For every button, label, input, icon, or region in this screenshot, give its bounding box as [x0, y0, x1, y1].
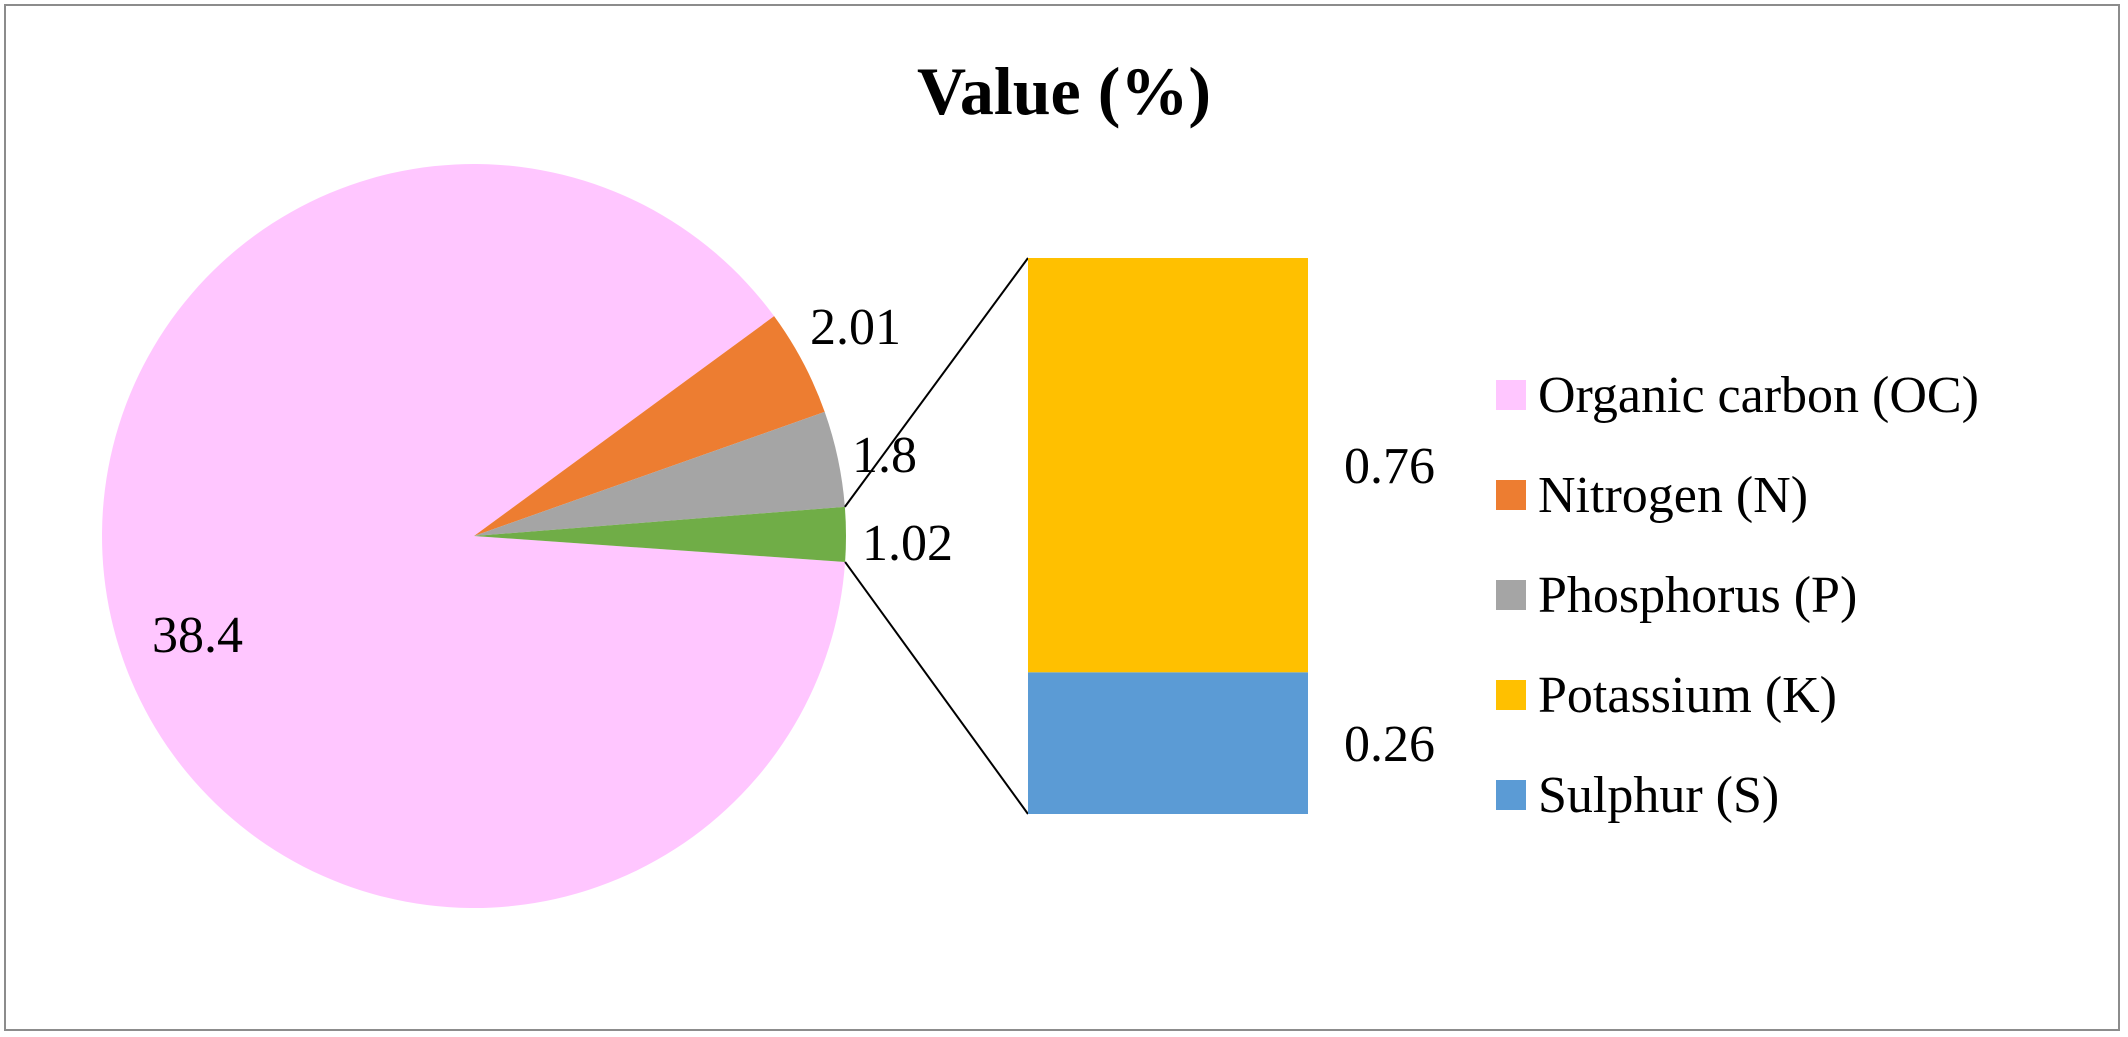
- legend-swatch-nitrogen: [1496, 480, 1526, 510]
- connector-line-top: [844, 257, 1029, 508]
- chart-title: Value (%): [916, 53, 1212, 129]
- legend-label-sulphur: Sulphur (S): [1538, 766, 1780, 824]
- pie-slice-other: [474, 506, 846, 562]
- legend-swatch-sulphur: [1496, 780, 1526, 810]
- legend-label-phosphorus: Phosphorus (P): [1538, 566, 1858, 624]
- legend-item-nitrogen: Nitrogen (N): [1496, 445, 1979, 545]
- stacked-bar: [1028, 258, 1308, 814]
- bar-label-potassium: 0.76: [1344, 438, 1435, 495]
- pie-slice-organic-carbon: [102, 163, 846, 908]
- pie-chart: [102, 163, 846, 908]
- pie-label-nitrogen: 2.01: [810, 299, 901, 356]
- legend-swatch-potassium: [1496, 680, 1526, 710]
- pie-label-organic-carbon: 38.4: [152, 607, 243, 664]
- bar-segment-sulphur: [1028, 672, 1308, 814]
- legend-swatch-organic-carbon: [1496, 380, 1526, 410]
- legend-swatch-phosphorus: [1496, 580, 1526, 610]
- pie-slice-phosphorus: [474, 411, 845, 536]
- pie-label-phosphorus: 1.8: [852, 427, 917, 484]
- connector-lines: [844, 257, 1029, 815]
- bar-label-sulphur: 0.26: [1344, 716, 1435, 773]
- legend-label-nitrogen: Nitrogen (N): [1538, 466, 1809, 524]
- legend: Organic carbon (OC) Nitrogen (N) Phospho…: [1496, 345, 1979, 845]
- pie-label-other: 1.02: [862, 515, 953, 572]
- legend-label-organic-carbon: Organic carbon (OC): [1538, 366, 1979, 424]
- pie-slice-nitrogen: [474, 316, 825, 536]
- data-labels: 38.4 2.01 1.8 1.02 0.26 0.76: [152, 299, 1435, 773]
- legend-label-potassium: Potassium (K): [1538, 666, 1837, 724]
- legend-item-sulphur: Sulphur (S): [1496, 745, 1979, 845]
- legend-item-potassium: Potassium (K): [1496, 645, 1979, 745]
- connector-line-bottom: [844, 561, 1029, 815]
- bar-segment-potassium: [1028, 258, 1308, 673]
- legend-item-organic-carbon: Organic carbon (OC): [1496, 345, 1979, 445]
- legend-item-phosphorus: Phosphorus (P): [1496, 545, 1979, 645]
